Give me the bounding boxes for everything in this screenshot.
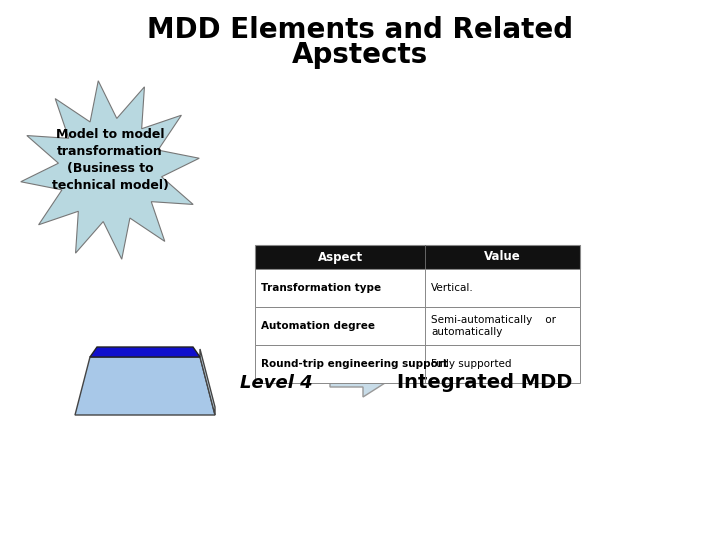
Bar (255, 345, 580, 383)
Bar (255, 245, 580, 269)
Text: Integrated MDD: Integrated MDD (397, 374, 572, 393)
Text: Model to model
transformation
(Business to
technical model): Model to model transformation (Business … (52, 128, 168, 192)
Polygon shape (90, 347, 200, 357)
Text: Vertical.: Vertical. (431, 283, 474, 293)
Polygon shape (75, 357, 215, 415)
Text: Fully supported: Fully supported (431, 359, 511, 369)
Bar (255, 307, 580, 345)
Polygon shape (200, 349, 215, 415)
Text: Automation degree: Automation degree (261, 321, 375, 331)
Text: Transformation type: Transformation type (261, 283, 381, 293)
Text: Semi-automatically    or
automatically: Semi-automatically or automatically (431, 315, 556, 337)
Text: Level 4: Level 4 (240, 374, 312, 392)
Text: Value: Value (484, 251, 521, 264)
Polygon shape (21, 81, 199, 259)
Bar (255, 269, 580, 307)
Text: Apstects: Apstects (292, 41, 428, 69)
Text: Aspect: Aspect (318, 251, 363, 264)
Text: MDD Elements and Related: MDD Elements and Related (147, 16, 573, 44)
Text: Round-trip engineering support: Round-trip engineering support (261, 359, 448, 369)
Polygon shape (330, 369, 385, 397)
